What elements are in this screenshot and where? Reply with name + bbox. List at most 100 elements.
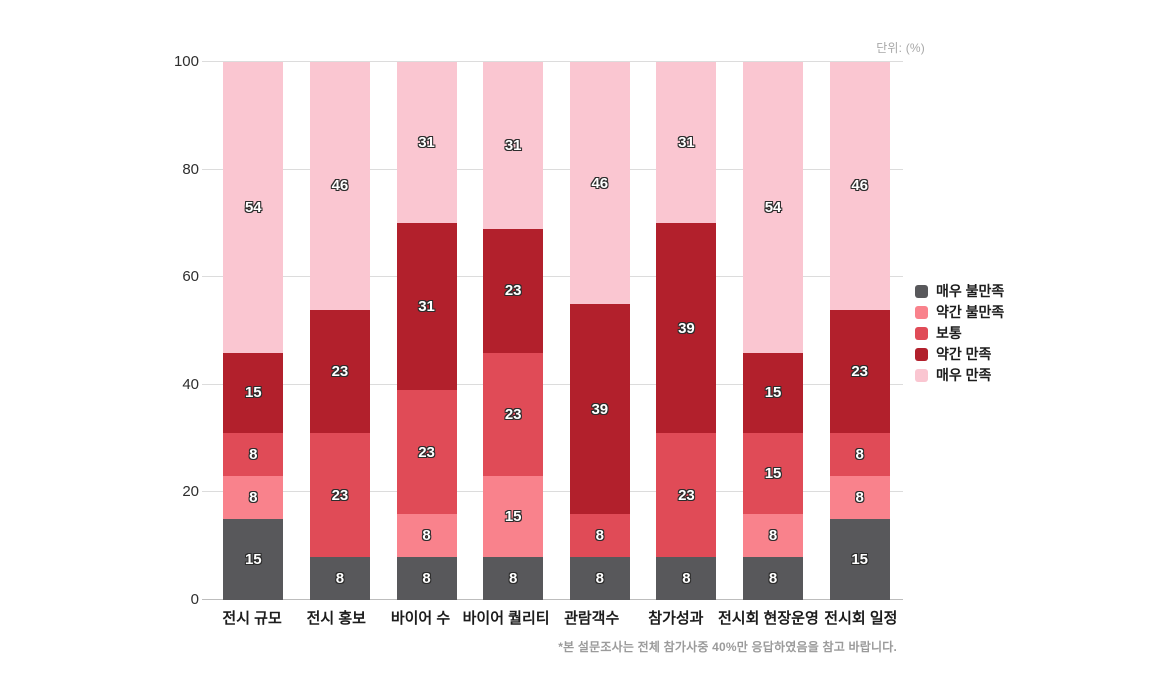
footnote: *본 설문조사는 전체 참가사중 40%만 응답하였음을 참고 바랍니다. xyxy=(558,640,897,654)
bar-segment: 8 xyxy=(309,556,370,600)
x-axis-slot: 전시회 현장운영 xyxy=(718,607,819,628)
bar-slot: 8 8 23 31 31 xyxy=(383,62,470,600)
x-axis-slot: 바이어 수 xyxy=(378,607,462,628)
bar-segment-value: 8 xyxy=(682,569,691,587)
bar-segment-value: 23 xyxy=(678,486,695,504)
bar-segment-value: 8 xyxy=(249,446,258,464)
legend-item-label: 매우 불만족 xyxy=(936,283,1005,299)
legend-item-label: 약간 불만족 xyxy=(936,304,1005,320)
legend-swatch xyxy=(915,305,928,319)
bar-segment-value: 31 xyxy=(504,136,522,154)
y-axis-tick-label: 60 xyxy=(182,268,199,286)
legend-swatch xyxy=(915,368,928,382)
bar-segment: 54 xyxy=(223,62,284,353)
bar-2: 8 23 23 46 xyxy=(309,62,370,600)
x-axis-category-label: 바이어 수 xyxy=(390,610,451,627)
legend-item-label: 약간 만족 xyxy=(936,346,992,362)
legend-item-label: 보통 xyxy=(936,325,962,341)
bar-segment-value: 23 xyxy=(418,443,435,461)
bar-segment: 15 xyxy=(483,476,544,557)
bar-segment: 8 xyxy=(223,476,284,520)
bar-segment-value: 39 xyxy=(591,400,609,418)
gridline-60 xyxy=(202,276,903,278)
legend-swatch xyxy=(915,284,928,298)
bar-6: 8 23 39 31 xyxy=(656,62,717,600)
gridline-20 xyxy=(202,491,903,493)
x-axis-slot: 참가성과 xyxy=(634,607,718,628)
bar-segment-value: 23 xyxy=(504,405,522,423)
legend-swatch xyxy=(915,326,928,340)
bar-segment: 8 xyxy=(829,433,890,477)
bar-segment-value: 23 xyxy=(504,282,522,300)
bar-segment: 39 xyxy=(569,304,630,514)
bar-slot: 15 8 8 23 46 xyxy=(816,62,903,600)
bar-segment: 46 xyxy=(829,62,890,310)
bar-segment: 31 xyxy=(656,62,717,224)
bar-segment-value: 23 xyxy=(331,486,349,504)
bar-slot: 8 8 15 15 54 xyxy=(730,62,817,600)
bar-8: 15 8 8 23 46 xyxy=(829,62,890,600)
bar-slot: 15 8 8 15 54 xyxy=(210,62,297,600)
y-axis-tick-label: 20 xyxy=(182,483,199,501)
x-axis-category-label: 전시회 일정 xyxy=(824,610,898,627)
unit-label: 단위: (%) xyxy=(876,41,925,55)
bar-segment: 8 xyxy=(656,556,717,600)
bar-segment: 23 xyxy=(483,352,544,477)
bar-segment: 8 xyxy=(743,556,804,600)
bar-segment: 8 xyxy=(396,513,457,557)
gridline-100 xyxy=(202,61,903,62)
bar-segment-value: 8 xyxy=(768,526,778,544)
y-axis-tick-label: 80 xyxy=(182,160,199,178)
bar-segment-value: 15 xyxy=(764,384,782,402)
x-axis-slot: 전시 규모 xyxy=(210,607,294,628)
bar-segment: 15 xyxy=(829,519,890,600)
y-axis-tick-label: 100 xyxy=(173,53,199,70)
bar-3: 8 8 23 31 31 xyxy=(396,62,457,600)
bar-segment: 23 xyxy=(309,309,370,434)
x-axis-slot: 전시 홍보 xyxy=(294,607,378,628)
bar-segment: 8 xyxy=(223,433,284,477)
bar-segment-value: 31 xyxy=(418,134,435,152)
bar-segment-value: 8 xyxy=(249,489,258,507)
bar-segment-value: 54 xyxy=(764,198,782,216)
bar-7: 8 8 15 15 54 xyxy=(743,62,804,600)
x-axis-labels: 전시 규모 전시 홍보 바이어 수 바이어 퀄리티 관람객수 참가성과 전시회 현장운영 전시… xyxy=(210,607,903,628)
bar-slot: 8 15 23 23 31 xyxy=(470,62,557,600)
x-axis-category-label: 관람객수 xyxy=(564,610,620,627)
x-axis-category-label: 바이어 퀄리티 xyxy=(462,610,550,627)
bar-segment: 15 xyxy=(223,352,284,434)
bar-segment: 46 xyxy=(569,62,630,305)
bars-container: 15 8 8 15 54 8 23 23 46 8 8 23 31 31 8 15 23 23 31 8 8 39 46 8 2… xyxy=(210,62,903,600)
bar-segment-value: 8 xyxy=(422,526,431,544)
bar-segment: 23 xyxy=(656,433,717,557)
x-axis-slot: 바이어 퀄리티 xyxy=(463,607,550,628)
bar-slot: 8 8 39 46 xyxy=(557,62,644,600)
bar-segment: 31 xyxy=(396,62,457,224)
bar-segment-value: 39 xyxy=(678,319,695,337)
gridline-0 xyxy=(202,599,903,600)
bar-segment-value: 15 xyxy=(764,465,782,483)
bar-segment-value: 8 xyxy=(335,569,345,587)
x-axis-category-label: 전시회 현장운영 xyxy=(717,610,819,627)
bar-4: 8 15 23 23 31 xyxy=(483,62,544,600)
legend-item: 매우 만족 xyxy=(915,367,1004,383)
bar-segment: 15 xyxy=(743,352,804,434)
bar-5: 8 8 39 46 xyxy=(569,62,630,600)
gridline-40 xyxy=(202,383,903,385)
bar-segment-value: 15 xyxy=(244,551,262,569)
bar-slot: 8 23 23 46 xyxy=(297,62,384,600)
legend-item: 보통 xyxy=(915,325,1004,341)
bar-segment-value: 8 xyxy=(855,489,864,507)
bar-segment-value: 46 xyxy=(331,177,349,195)
legend-item-label: 매우 만족 xyxy=(936,367,992,383)
bar-segment: 8 xyxy=(396,556,457,600)
legend-swatch xyxy=(915,347,928,361)
bar-segment-value: 15 xyxy=(851,551,869,569)
bar-segment-value: 46 xyxy=(591,174,609,192)
bar-segment: 23 xyxy=(396,390,457,514)
gridline-80 xyxy=(202,168,903,170)
bar-segment-value: 8 xyxy=(768,569,778,587)
bar-segment-value: 31 xyxy=(418,298,435,316)
